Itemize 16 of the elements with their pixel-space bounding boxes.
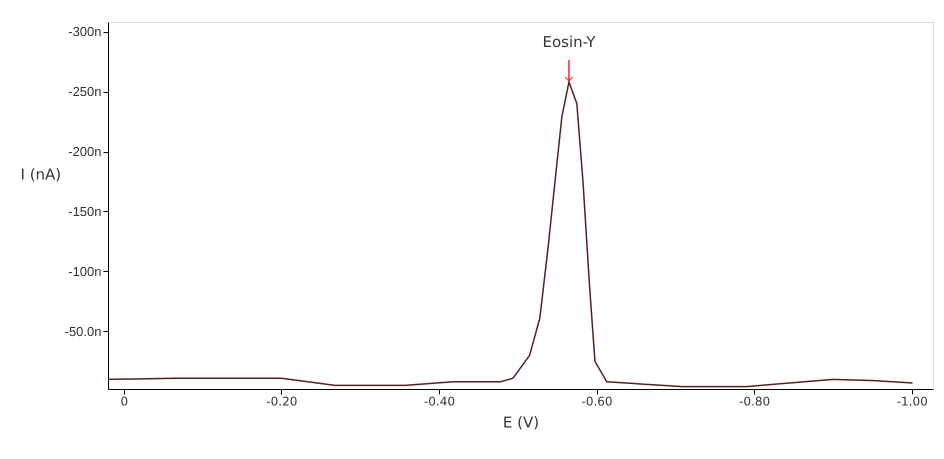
y-tick-label: -300n — [68, 24, 102, 40]
x-tick-label: -0.80 — [739, 394, 770, 408]
y-tick-label: -50.0n — [64, 324, 102, 339]
y-axis-title: I (nA) — [20, 166, 62, 184]
y-tick-label: -250n — [68, 84, 102, 100]
x-axis-title: E (V) — [502, 414, 540, 432]
x-tick-label: -1.00 — [896, 394, 928, 408]
x-tick-label: -0.20 — [266, 394, 298, 408]
line-series — [107, 81, 914, 388]
x-tick-label: -0.60 — [582, 394, 613, 408]
y-tick-label: -150n — [68, 204, 102, 219]
x-tick-label: -0.40 — [424, 394, 455, 408]
annotation: Eosin-Y — [542, 33, 596, 51]
y-tick-label: -200n — [68, 144, 102, 160]
y-tick-label: -100n — [68, 264, 102, 279]
x-tick-label: 0 — [120, 394, 128, 408]
